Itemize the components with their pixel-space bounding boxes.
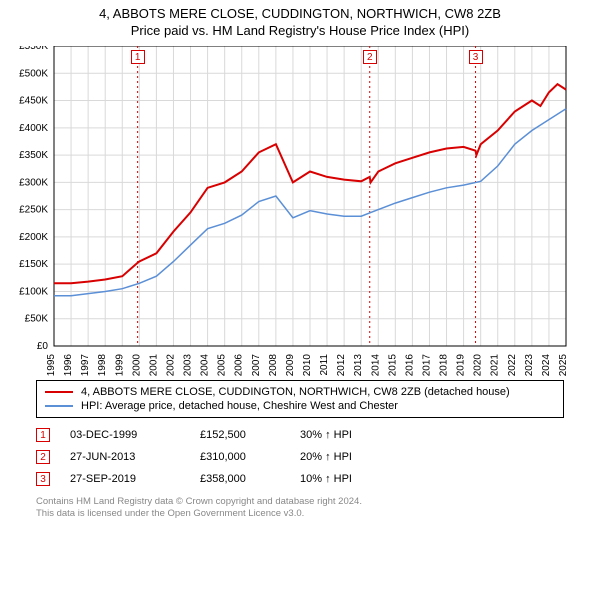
svg-text:£450K: £450K: [19, 96, 48, 107]
license-text: Contains HM Land Registry data © Crown c…: [36, 496, 564, 521]
svg-text:2021: 2021: [490, 354, 501, 376]
legend-swatch: [45, 391, 73, 393]
svg-text:£0: £0: [37, 341, 49, 352]
svg-text:2020: 2020: [473, 354, 484, 376]
chart-titles: 4, ABBOTS MERE CLOSE, CUDDINGTON, NORTHW…: [0, 0, 600, 38]
marker-date: 27-JUN-2013: [70, 451, 180, 463]
svg-text:2008: 2008: [268, 354, 279, 376]
marker-table-row-3: 3 27-SEP-2019 £358,000 10% ↑ HPI: [36, 468, 564, 490]
marker-number: 1: [36, 428, 50, 442]
svg-text:2000: 2000: [131, 354, 142, 376]
svg-text:2006: 2006: [234, 354, 245, 376]
chart-title-subtitle: Price paid vs. HM Land Registry's House …: [0, 23, 600, 38]
svg-text:£250K: £250K: [19, 205, 48, 216]
legend-label: HPI: Average price, detached house, Ches…: [81, 400, 398, 412]
svg-text:1995: 1995: [46, 354, 57, 376]
chart-marker-2: 2: [363, 50, 377, 64]
chart-title-address: 4, ABBOTS MERE CLOSE, CUDDINGTON, NORTHW…: [0, 6, 600, 21]
marker-number: 2: [36, 450, 50, 464]
marker-pct: 20% ↑ HPI: [300, 451, 410, 463]
svg-text:2018: 2018: [439, 354, 450, 376]
legend-row-1: HPI: Average price, detached house, Ches…: [45, 399, 555, 413]
svg-text:1997: 1997: [80, 354, 91, 376]
svg-text:2009: 2009: [285, 354, 296, 376]
svg-text:2013: 2013: [353, 354, 364, 376]
svg-text:£400K: £400K: [19, 123, 48, 134]
svg-text:£500K: £500K: [19, 68, 48, 79]
svg-text:1999: 1999: [114, 354, 125, 376]
svg-text:£550K: £550K: [19, 46, 48, 52]
svg-text:£350K: £350K: [19, 150, 48, 161]
marker-price: £152,500: [200, 429, 280, 441]
marker-table-row-1: 1 03-DEC-1999 £152,500 30% ↑ HPI: [36, 424, 564, 446]
marker-price: £358,000: [200, 473, 280, 485]
marker-pct: 10% ↑ HPI: [300, 473, 410, 485]
svg-text:2011: 2011: [319, 354, 330, 376]
legend-swatch: [45, 405, 73, 407]
svg-text:£50K: £50K: [25, 314, 49, 325]
svg-text:2001: 2001: [148, 354, 159, 376]
svg-text:1998: 1998: [97, 354, 108, 376]
svg-text:£100K: £100K: [19, 286, 48, 297]
svg-text:2012: 2012: [336, 354, 347, 376]
svg-text:1996: 1996: [63, 354, 74, 376]
svg-text:2023: 2023: [524, 354, 535, 376]
sale-markers-table: 1 03-DEC-1999 £152,500 30% ↑ HPI 2 27-JUN-201…: [36, 424, 564, 490]
legend-row-0: 4, ABBOTS MERE CLOSE, CUDDINGTON, NORTHW…: [45, 385, 555, 399]
svg-text:2017: 2017: [421, 354, 432, 376]
line-chart: £0 £50K £100K £150K £200K £250K £300K £350K £400…: [8, 46, 568, 376]
chart-marker-3: 3: [469, 50, 483, 64]
marker-pct: 30% ↑ HPI: [300, 429, 410, 441]
svg-text:2025: 2025: [558, 354, 568, 376]
svg-text:2005: 2005: [217, 354, 228, 376]
marker-number: 3: [36, 472, 50, 486]
svg-text:2019: 2019: [456, 354, 467, 376]
svg-text:2016: 2016: [404, 354, 415, 376]
marker-price: £310,000: [200, 451, 280, 463]
svg-text:2015: 2015: [387, 354, 398, 376]
svg-text:£200K: £200K: [19, 232, 48, 243]
svg-text:2010: 2010: [302, 354, 313, 376]
marker-date: 03-DEC-1999: [70, 429, 180, 441]
svg-text:2014: 2014: [370, 354, 381, 376]
svg-text:2004: 2004: [200, 354, 211, 376]
marker-date: 27-SEP-2019: [70, 473, 180, 485]
svg-text:2002: 2002: [165, 354, 176, 376]
svg-text:2024: 2024: [541, 354, 552, 376]
license-line-1: Contains HM Land Registry data © Crown c…: [36, 496, 564, 508]
chart-marker-1: 1: [131, 50, 145, 64]
svg-text:2007: 2007: [251, 354, 262, 376]
svg-text:£150K: £150K: [19, 259, 48, 270]
svg-text:2022: 2022: [507, 354, 518, 376]
svg-text:2003: 2003: [183, 354, 194, 376]
svg-text:£300K: £300K: [19, 177, 48, 188]
marker-table-row-2: 2 27-JUN-2013 £310,000 20% ↑ HPI: [36, 446, 564, 468]
license-line-2: This data is licensed under the Open Gov…: [36, 508, 564, 520]
legend: 4, ABBOTS MERE CLOSE, CUDDINGTON, NORTHW…: [36, 380, 564, 418]
legend-label: 4, ABBOTS MERE CLOSE, CUDDINGTON, NORTHW…: [81, 386, 510, 398]
chart-area: £0 £50K £100K £150K £200K £250K £300K £350K £400…: [8, 46, 568, 376]
